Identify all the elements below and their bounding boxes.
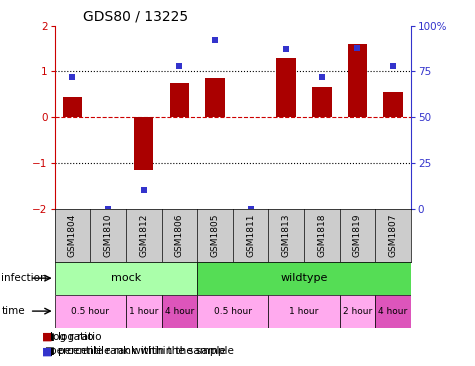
Text: GSM1812: GSM1812	[139, 213, 148, 257]
Text: time: time	[1, 306, 25, 316]
Bar	[205, 78, 225, 117]
Text: mock: mock	[111, 273, 141, 283]
Point	[390, 63, 397, 69]
Point	[318, 74, 326, 80]
Text: 1 hour: 1 hour	[289, 307, 319, 315]
Bar	[276, 57, 296, 117]
Text: GDS80 / 13225: GDS80 / 13225	[83, 9, 188, 23]
Point	[211, 37, 218, 43]
Text: ■ percentile rank within the sample: ■ percentile rank within the sample	[45, 346, 234, 356]
Text: GSM1805: GSM1805	[210, 213, 219, 257]
Point	[282, 46, 290, 52]
Bar	[126, 295, 162, 328]
Text: ■ log ratio: ■ log ratio	[45, 332, 102, 342]
Text: 4 hour: 4 hour	[379, 307, 408, 315]
Text: GSM1807: GSM1807	[389, 213, 398, 257]
Text: GSM1811: GSM1811	[246, 213, 255, 257]
Point	[176, 63, 183, 69]
Text: GSM1813: GSM1813	[282, 213, 291, 257]
Text: GSM1819: GSM1819	[353, 213, 362, 257]
Point	[104, 206, 112, 212]
Text: ■: ■	[42, 346, 52, 356]
Bar	[55, 295, 126, 328]
Text: GSM1818: GSM1818	[317, 213, 326, 257]
Text: GSM1810: GSM1810	[104, 213, 113, 257]
Text: 0.5 hour: 0.5 hour	[214, 307, 252, 315]
Bar	[170, 83, 189, 117]
Text: percentile rank within the sample: percentile rank within the sample	[50, 346, 226, 356]
Bar	[162, 295, 197, 328]
Text: log ratio: log ratio	[50, 332, 94, 342]
Bar	[268, 295, 340, 328]
Bar	[134, 117, 153, 170]
Text: 1 hour: 1 hour	[129, 307, 158, 315]
Bar	[375, 295, 411, 328]
Text: GSM1804: GSM1804	[68, 213, 77, 257]
Point	[247, 206, 255, 212]
Bar	[197, 262, 411, 295]
Point	[68, 74, 76, 80]
Point	[353, 45, 361, 51]
Text: infection: infection	[1, 273, 47, 283]
Point	[140, 187, 147, 193]
Text: 0.5 hour: 0.5 hour	[71, 307, 109, 315]
Bar	[63, 97, 82, 117]
Text: wildtype: wildtype	[280, 273, 328, 283]
Bar	[197, 295, 268, 328]
Bar	[55, 262, 197, 295]
Bar	[340, 295, 375, 328]
Bar	[312, 87, 332, 117]
Text: ■: ■	[42, 332, 52, 342]
Text: GSM1806: GSM1806	[175, 213, 184, 257]
Bar	[348, 44, 367, 117]
Bar	[383, 92, 403, 117]
Text: 2 hour: 2 hour	[343, 307, 372, 315]
Text: 4 hour: 4 hour	[165, 307, 194, 315]
